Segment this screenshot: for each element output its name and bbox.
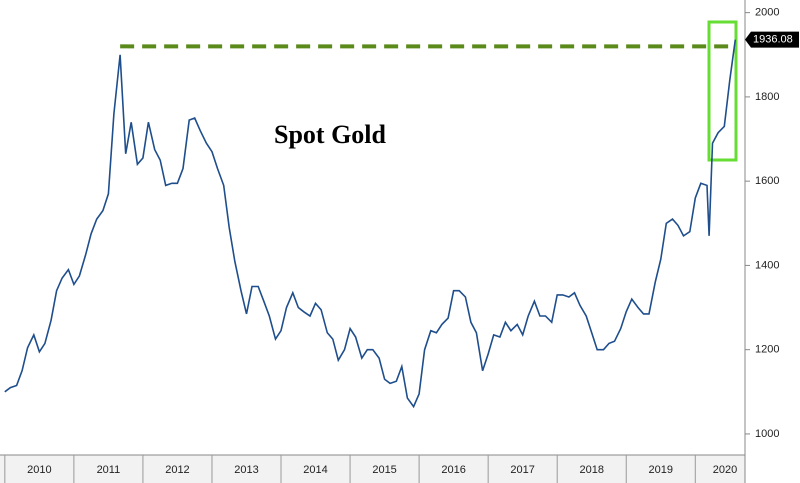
x-tick-label: 2018: [579, 464, 603, 476]
x-tick-label: 2013: [234, 464, 258, 476]
y-tick-label: 2000: [755, 7, 779, 19]
x-tick-label: 2020: [713, 464, 737, 476]
last-value-box: [745, 31, 799, 48]
x-tick-label: 2015: [372, 464, 396, 476]
x-tick-label: 2017: [510, 464, 534, 476]
x-tick-label: 2010: [27, 464, 51, 476]
y-tick-label: 1400: [755, 259, 779, 271]
x-tick-label: 2012: [165, 464, 189, 476]
x-tick-label: 2014: [303, 464, 327, 476]
x-tick-label: 2019: [649, 464, 673, 476]
y-tick-label: 1200: [755, 344, 779, 356]
chart-title: Spot Gold: [274, 120, 387, 149]
x-tick-label: 2016: [441, 464, 465, 476]
x-axis-band: [0, 455, 745, 483]
price-line: [4, 39, 737, 409]
x-tick-label: 2011: [97, 464, 121, 476]
y-tick-label: 1600: [755, 175, 779, 187]
last-value-label: 1936.08: [753, 33, 793, 45]
highlight-box: [707, 20, 738, 162]
y-tick-label: 1000: [755, 428, 779, 440]
y-tick-label: 1800: [755, 91, 779, 103]
